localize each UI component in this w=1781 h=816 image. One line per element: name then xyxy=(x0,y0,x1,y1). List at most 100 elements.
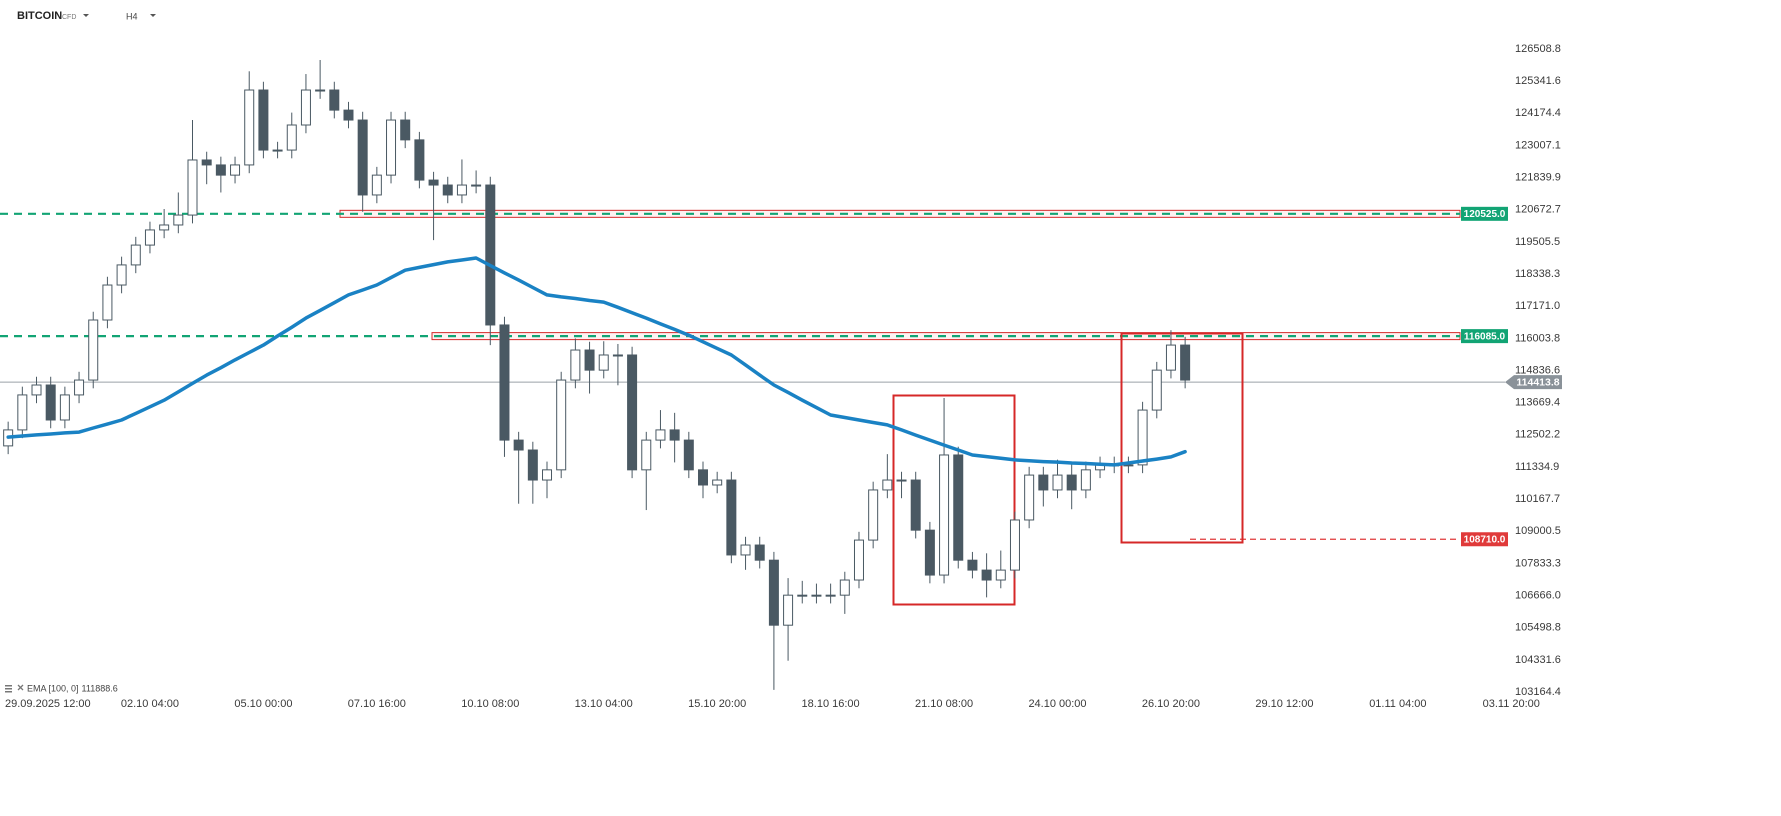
candle-body xyxy=(187,159,198,216)
ema-layer xyxy=(6,256,1187,467)
candle-body xyxy=(627,354,638,471)
candle-body xyxy=(1009,519,1020,571)
legend-name: EMA [100, 0] xyxy=(27,683,79,693)
candle-body xyxy=(995,569,1006,581)
candle-body xyxy=(726,479,737,556)
candle-body xyxy=(173,214,184,226)
legend-close[interactable] xyxy=(17,684,24,691)
candle-body xyxy=(116,264,127,286)
candle-body xyxy=(1137,409,1148,466)
level-label: 120525.0 xyxy=(1464,209,1506,220)
candle-body xyxy=(1080,469,1091,491)
instrument-type: CFD xyxy=(62,14,76,21)
candle-body xyxy=(641,439,652,471)
x-tick-label: 29.10 12:00 xyxy=(1255,698,1313,710)
y-tick-label: 109000.5 xyxy=(1515,525,1561,537)
candle-body xyxy=(144,229,155,246)
legend-icon xyxy=(5,691,12,693)
candle-body xyxy=(754,544,765,561)
axis-layer: 126508.8 125341.6 124174.4 123007.1 121839.9… xyxy=(5,43,1562,710)
candle-body xyxy=(513,439,524,451)
y-tick-label: 119505.5 xyxy=(1515,236,1560,248)
y-tick-label: 112502.2 xyxy=(1515,429,1560,441)
candle-body xyxy=(258,89,269,151)
candle-body xyxy=(244,89,255,166)
candle-body xyxy=(740,544,751,556)
candle-body xyxy=(1024,474,1035,521)
candle-body xyxy=(896,479,907,482)
legend-icon xyxy=(5,688,12,690)
candle-body xyxy=(428,179,439,186)
candle-body xyxy=(910,479,921,531)
y-tick-label: 110167.7 xyxy=(1515,493,1560,505)
candle-body xyxy=(1038,474,1049,491)
level-label: 108710.0 xyxy=(1464,534,1506,545)
candle-body xyxy=(825,594,836,597)
candle-body xyxy=(967,559,978,571)
candle-body xyxy=(853,539,864,581)
candles-layer xyxy=(3,59,1191,690)
x-tick-label: 29.09.2025 12:00 xyxy=(5,698,91,710)
levels-layer xyxy=(0,209,1505,540)
candle-body xyxy=(315,89,326,92)
legend-icon xyxy=(5,685,12,687)
candle-body xyxy=(683,439,694,471)
candle-body xyxy=(31,384,42,396)
instrument-dropdown[interactable] xyxy=(83,14,89,17)
y-tick-label: 103164.4 xyxy=(1515,686,1561,698)
y-tick-label: 104331.6 xyxy=(1515,654,1561,666)
candle-body xyxy=(485,184,496,326)
x-tick-label: 21.10 08:00 xyxy=(915,698,973,710)
level-label: 116085.0 xyxy=(1464,331,1506,342)
ema-line xyxy=(6,256,1187,467)
candle-body xyxy=(1165,344,1176,371)
candle-body xyxy=(329,89,340,111)
candle-body xyxy=(768,559,779,626)
candle-body xyxy=(17,394,28,431)
x-tick-label: 18.10 16:00 xyxy=(802,698,860,710)
x-tick-label: 05.10 00:00 xyxy=(234,698,292,710)
candle-body xyxy=(59,394,70,421)
y-tick-label: 111334.9 xyxy=(1515,461,1559,473)
x-tick-label: 13.10 04:00 xyxy=(575,698,633,710)
y-tick-label: 126508.8 xyxy=(1515,43,1561,55)
legend-value: 111888.6 xyxy=(82,683,118,693)
candle-body xyxy=(939,454,950,576)
x-tick-label: 03.11 20:00 xyxy=(1483,698,1540,710)
candle-body xyxy=(527,449,538,481)
timeframe-dropdown[interactable] xyxy=(150,14,156,17)
y-tick-label: 117171.0 xyxy=(1515,300,1560,312)
y-tick-label: 105498.8 xyxy=(1515,622,1561,634)
x-tick-label: 07.10 16:00 xyxy=(348,698,406,710)
x-tick-label: 15.10 20:00 xyxy=(688,698,746,710)
candle-body xyxy=(868,489,879,541)
candle-body xyxy=(882,479,893,491)
candle-body xyxy=(215,164,226,176)
y-tick-label: 113669.4 xyxy=(1515,397,1560,409)
x-tick-label: 02.10 04:00 xyxy=(121,698,179,710)
timeframe[interactable]: H4 xyxy=(126,11,138,21)
candle-body xyxy=(471,184,482,187)
x-tick-label: 01.11 04:00 xyxy=(1369,698,1426,710)
candle-body xyxy=(400,119,411,141)
candle-body xyxy=(1123,464,1134,467)
y-tick-label: 116003.8 xyxy=(1515,332,1560,344)
y-tick-label: 118338.3 xyxy=(1515,268,1560,280)
candle-body xyxy=(386,119,397,176)
y-tick-label: 124174.4 xyxy=(1515,107,1561,119)
level-badge xyxy=(1461,532,1508,547)
candle-body xyxy=(1066,474,1077,491)
candle-body xyxy=(343,109,354,121)
analysis-box[interactable] xyxy=(892,394,1016,606)
candle-body xyxy=(598,354,609,371)
y-tick-label: 106666.0 xyxy=(1515,589,1561,601)
candle-body xyxy=(286,124,297,151)
x-tick-label: 10.10 08:00 xyxy=(461,698,519,710)
candle-body xyxy=(499,324,510,441)
chart-title: BITCOIN xyxy=(17,10,62,22)
candle-body xyxy=(102,284,113,321)
analysis-box[interactable] xyxy=(1120,332,1244,544)
